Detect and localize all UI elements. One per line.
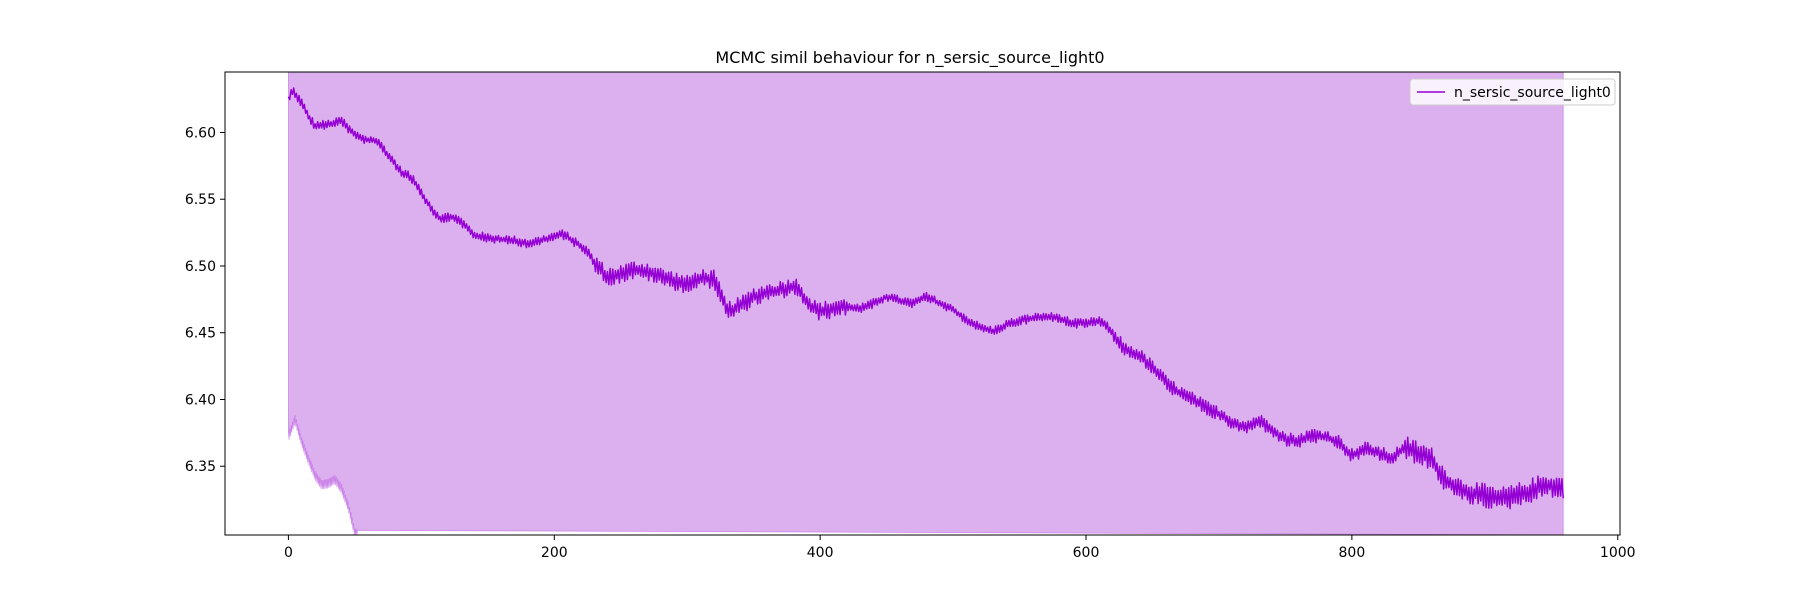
legend-box: [1409, 78, 1616, 106]
x-tick-label: 0: [284, 545, 293, 561]
legend-label: n_sersic_source_light0: [1454, 85, 1611, 101]
series-line-n-sersic-source-light0: [287, 87, 1564, 510]
y-tick-label: 6.50: [185, 259, 216, 275]
x-tick-label: 800: [1339, 545, 1366, 561]
y-tick-label: 6.55: [185, 192, 216, 208]
y-tick-label: 6.60: [185, 125, 216, 141]
line-layer: [287, 87, 1564, 510]
legend: n_sersic_source_light0: [1409, 78, 1616, 106]
fill-layer: [288, 71, 1564, 536]
x-tick-label: 200: [541, 545, 568, 561]
x-axis-ticks: 0 200 400 600 800 1000: [284, 535, 1636, 561]
chart-title: MCMC simil behaviour for n_sersic_source…: [715, 48, 1104, 68]
y-tick-label: 6.45: [185, 326, 216, 342]
x-tick-label: 600: [1073, 545, 1100, 561]
x-tick-label: 1000: [1600, 545, 1636, 561]
x-tick-label: 400: [807, 545, 834, 561]
y-axis-ticks: 6.35 6.40 6.45 6.50 6.55 6.60: [185, 125, 225, 475]
y-tick-label: 6.35: [185, 459, 216, 475]
plot-frame: [224, 71, 1621, 536]
credible-band: [288, 71, 1564, 536]
y-tick-label: 6.40: [185, 392, 216, 408]
